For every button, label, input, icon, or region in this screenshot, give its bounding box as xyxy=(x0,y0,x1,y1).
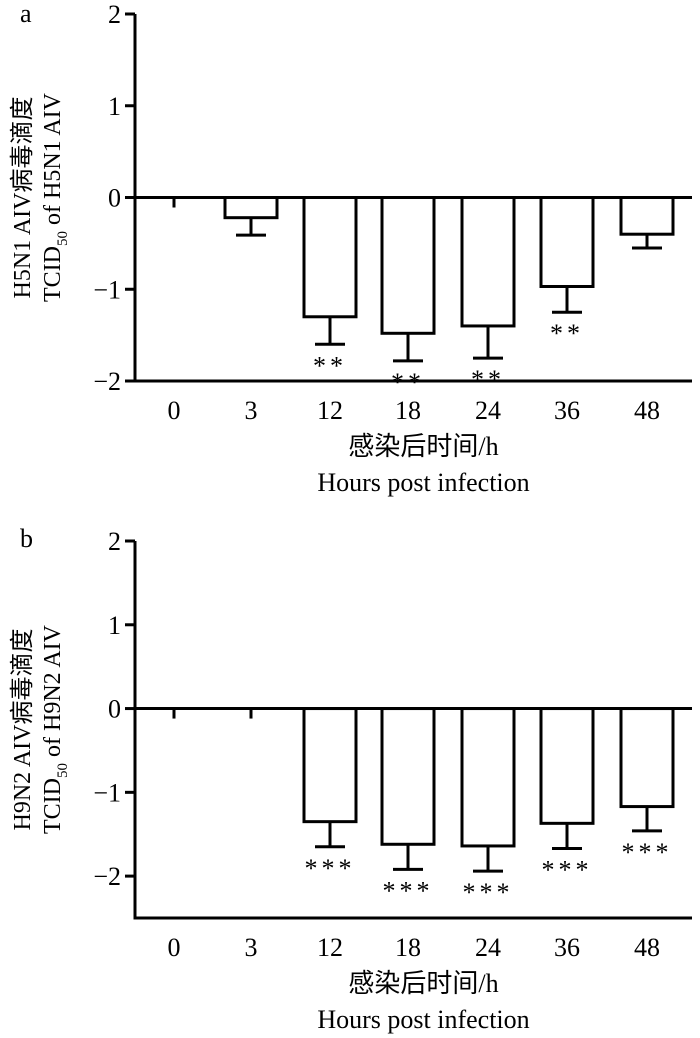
significance-marker: ** xyxy=(471,365,505,394)
bar xyxy=(539,707,595,825)
significance-marker: *** xyxy=(463,878,514,907)
chart-panel-b: b 2 1 0 −1 −2 0 3 *** 12 *** 18 *** 24 *** 36 *** 48 感染后时间… xyxy=(0,525,700,1038)
significance-marker: *** xyxy=(305,854,356,883)
x-tick-label: 3 xyxy=(245,396,258,425)
x-tick-label: 0 xyxy=(168,396,181,425)
x-tick-label: 24 xyxy=(475,933,501,962)
x-tick-label: 18 xyxy=(395,933,421,962)
bar xyxy=(619,196,675,236)
y-axis-label-en-main: TCID xyxy=(40,778,66,834)
x-tick-label: 3 xyxy=(245,933,258,962)
bar xyxy=(302,196,358,319)
panel-label: b xyxy=(20,525,33,553)
significance-marker: ** xyxy=(550,319,584,348)
y-axis-label-cn: H5N1 AIV病毒滴度 xyxy=(9,97,36,299)
x-tick-label: 12 xyxy=(317,396,343,425)
bar xyxy=(380,707,436,846)
y-axis-label-en-subscript: 50 xyxy=(55,763,71,778)
chart-b: b 2 1 0 −1 −2 0 3 *** 12 *** 18 *** 24 *** 36 *** 48 感染后时间… xyxy=(9,525,692,1034)
y-tick-label: 0 xyxy=(108,184,121,213)
chart-a: a 210−1−20 3**12**18**24**36 48感染后时间/hHours… xyxy=(9,0,692,497)
x-tick-label: 18 xyxy=(395,396,421,425)
y-tick-label: 2 xyxy=(108,0,121,29)
x-tick-label: 24 xyxy=(475,396,501,425)
y-tick-label: −2 xyxy=(93,367,121,396)
x-axis-label-cn: 感染后时间/h xyxy=(348,432,498,461)
x-tick-label: 36 xyxy=(554,396,580,425)
y-axis-label-en-rest: of H9N2 AIV xyxy=(40,624,66,763)
y-tick-label: 0 xyxy=(108,695,121,724)
panel-label: a xyxy=(20,0,32,28)
y-tick-label: 1 xyxy=(108,611,121,640)
x-axis-label-cn: 感染后时间/h xyxy=(348,969,498,998)
bar xyxy=(302,707,358,824)
bar xyxy=(619,707,675,809)
y-tick-label: 2 xyxy=(108,527,121,556)
y-tick-label: −1 xyxy=(93,275,121,304)
bar xyxy=(223,196,279,220)
y-axis-label-en-subscript: 50 xyxy=(55,231,71,246)
significance-marker: ** xyxy=(313,351,347,380)
y-axis-label-en: TCID50 of H9N2 AIV xyxy=(40,624,71,834)
x-axis-label-en: Hours post infection xyxy=(317,1005,529,1034)
x-tick-label: 36 xyxy=(554,933,580,962)
y-axis-label-en: TCID50 of H5N1 AIV xyxy=(40,92,71,302)
bar xyxy=(380,196,436,335)
x-tick-label: 48 xyxy=(634,933,660,962)
y-axis-label-cn: H9N2 AIV病毒滴度 xyxy=(9,629,36,831)
x-tick-label: 0 xyxy=(168,933,181,962)
bar xyxy=(460,196,516,328)
significance-marker: *** xyxy=(383,876,434,905)
y-tick-label: 1 xyxy=(108,92,121,121)
x-tick-label: 48 xyxy=(634,396,660,425)
significance-marker: *** xyxy=(622,838,673,867)
y-tick-label: −1 xyxy=(93,778,121,807)
y-axis-label-en-rest: of H5N1 AIV xyxy=(40,92,66,231)
y-tick-label: −2 xyxy=(93,862,121,891)
x-tick-label: 12 xyxy=(317,933,343,962)
significance-marker: ** xyxy=(391,368,425,397)
x-axis-label-en: Hours post infection xyxy=(317,468,529,497)
significance-marker: *** xyxy=(542,855,593,884)
y-axis-label-en-main: TCID xyxy=(40,246,66,302)
bar xyxy=(460,707,516,848)
bar xyxy=(539,196,595,288)
chart-panel-a: a 2 1 0 −1 −2 0 3 ** 12 ** 18 ** 24 ** 36 48 感染后时间/h Hours… xyxy=(0,0,700,510)
